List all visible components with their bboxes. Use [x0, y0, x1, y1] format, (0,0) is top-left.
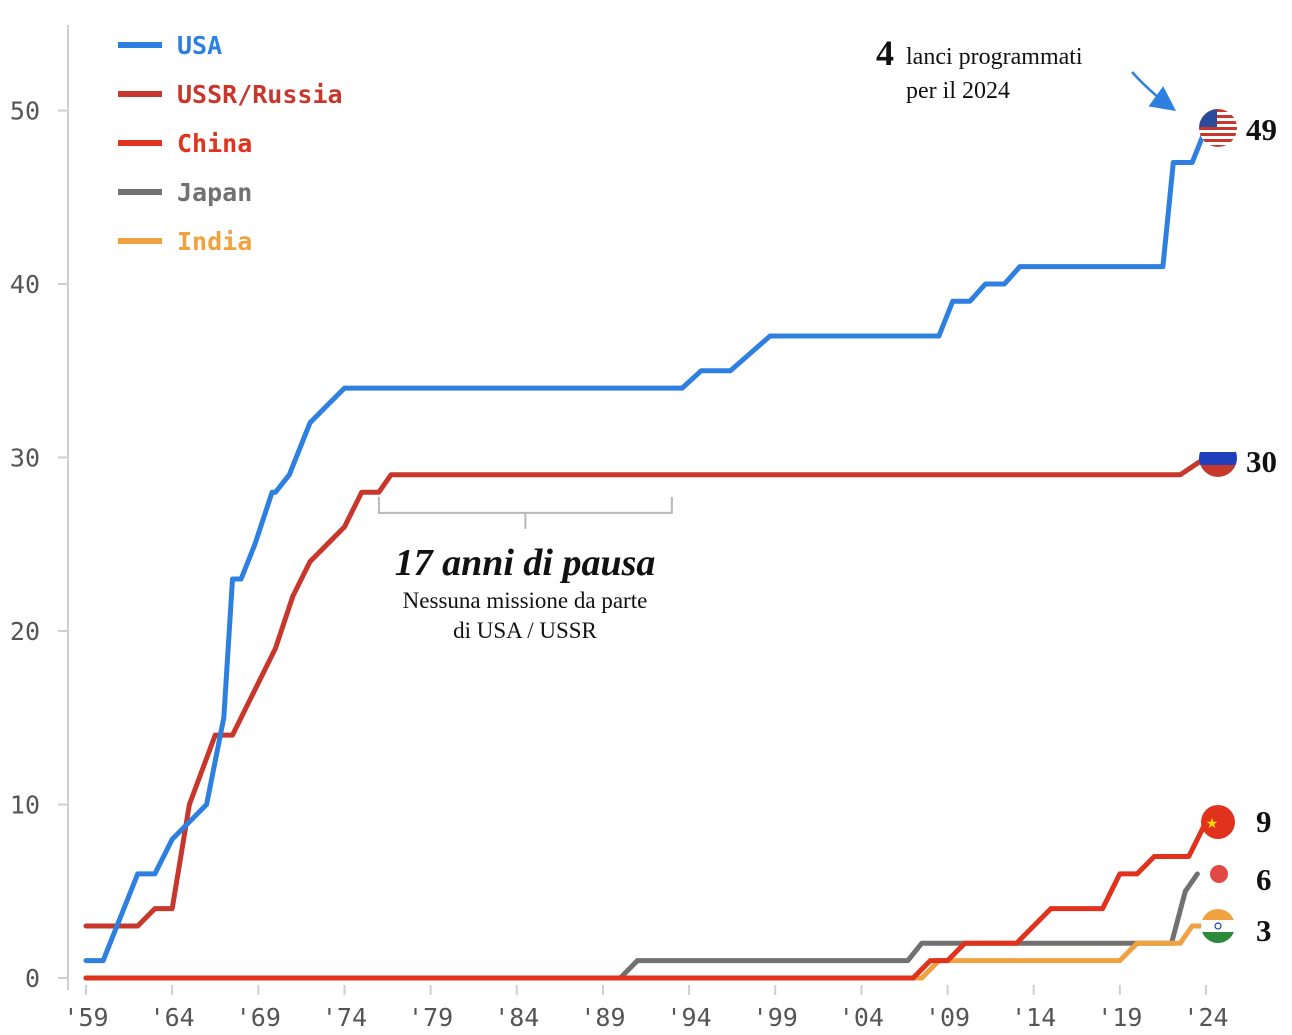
- y-tick-label-10: 10: [10, 791, 40, 820]
- legend: USA USSR/Russia China Japan India: [118, 31, 343, 256]
- y-tick-label-0: 0: [25, 964, 40, 993]
- x-tick-label-1994: '94: [666, 1003, 711, 1032]
- y-tick-label-30: 30: [10, 444, 40, 473]
- pause-subtitle-line1: Nessuna missione da parte: [403, 588, 648, 613]
- x-tick-label-2024: '24: [1183, 1003, 1228, 1032]
- ussr-end-label: 30: [1246, 444, 1277, 479]
- x-tick-label-1959: '59: [63, 1003, 108, 1032]
- x-tick-label-1964: '64: [150, 1003, 195, 1032]
- x-tick-label-2014: '14: [1011, 1003, 1056, 1032]
- series-line-india: [83, 923, 1209, 981]
- series-line-ussr-russia: [83, 455, 1209, 929]
- series-line-japan: [83, 871, 1200, 981]
- legend-label-india: India: [177, 227, 252, 256]
- series-line-usa: [83, 125, 1209, 964]
- legend-label-usa: USA: [177, 31, 222, 60]
- x-tick-label-1984: '84: [494, 1003, 539, 1032]
- japan-end-label: 6: [1256, 862, 1272, 897]
- x-tick-label-1979: '79: [408, 1003, 453, 1032]
- us-flag-icon: [1199, 109, 1237, 147]
- y-tick-label-50: 50: [10, 97, 40, 126]
- x-tick-label-2004: '04: [839, 1003, 884, 1032]
- planned-number: 4: [876, 33, 894, 73]
- china-flag-icon: ★: [1201, 805, 1235, 839]
- pause-annotation: 17 anni di pausa Nessuna missione da par…: [377, 496, 673, 643]
- x-tick-label-1989: '89: [580, 1003, 625, 1032]
- x-tick-label-1969: '69: [236, 1003, 281, 1032]
- planned-arrow: [1131, 71, 1177, 111]
- legend-label-ussr-russia: USSR/Russia: [177, 80, 343, 109]
- series-line-china: [83, 819, 1209, 981]
- russia-flag-icon: [1199, 439, 1237, 477]
- x-tick-label-1999: '99: [753, 1003, 798, 1032]
- x-axis-ticks: '59 '64 '69 '74 '79 '84 '89 '94 '99 '04 '09 '14 '19 '…: [63, 985, 1229, 1032]
- planned-line2: per il 2024: [906, 78, 1010, 104]
- y-axis-ticks: 0 10 20 30 40 50: [10, 97, 68, 993]
- series-lines: [83, 125, 1209, 981]
- legend-label-china: China: [177, 129, 252, 158]
- x-tick-label-2019: '19: [1097, 1003, 1142, 1032]
- legend-label-japan: Japan: [177, 178, 252, 207]
- y-tick-label-20: 20: [10, 617, 40, 646]
- pause-title: 17 anni di pausa: [395, 542, 656, 584]
- svg-text:★: ★: [1206, 816, 1219, 832]
- planned-line1: lanci programmati: [906, 44, 1083, 70]
- pause-subtitle-line2: di USA / USSR: [453, 618, 597, 643]
- y-tick-label-40: 40: [10, 270, 40, 299]
- india-end-label: 3: [1256, 913, 1272, 948]
- india-flag-icon: [1201, 909, 1235, 943]
- pause-bracket: [377, 496, 673, 529]
- japan-flag-icon: [1210, 865, 1228, 883]
- planned-annotation: 4 lanci programmati per il 2024: [876, 33, 1177, 111]
- x-tick-label-1974: '74: [322, 1003, 367, 1032]
- x-tick-label-2009: '09: [925, 1003, 970, 1032]
- china-end-label: 9: [1256, 804, 1272, 839]
- usa-end-label: 49: [1246, 112, 1277, 147]
